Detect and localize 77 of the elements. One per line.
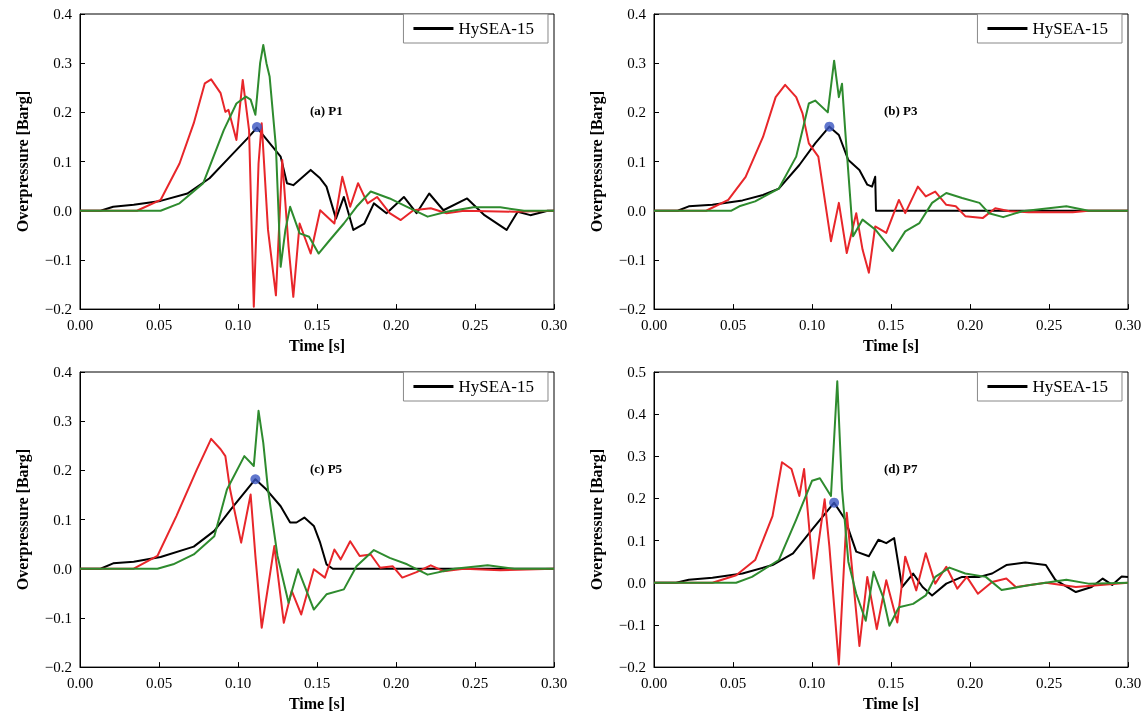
x-tick-label: 0.30 — [1114, 316, 1142, 333]
y-tick-label: −0.1 — [44, 609, 72, 626]
legend-label: HySEA-15 — [1032, 19, 1109, 38]
y-tick-label: 0.1 — [53, 511, 72, 528]
y-tick-label: 0.5 — [627, 364, 646, 380]
y-tick-label: −0.2 — [44, 301, 72, 318]
legend-label: HySEA-15 — [458, 19, 535, 38]
x-tick-label: 0.10 — [798, 316, 826, 333]
y-tick-label: −0.1 — [618, 251, 646, 268]
legend-label: HySEA-15 — [1032, 377, 1109, 396]
y-tick-label: 0.0 — [53, 560, 72, 577]
line-series — [653, 380, 1129, 627]
x-tick-label: 0.20 — [956, 316, 984, 333]
annotation: (b) P3 — [883, 102, 919, 118]
legend-label: HySEA-15 — [458, 377, 535, 396]
line-series — [653, 59, 1129, 253]
y-tick-label: 0.0 — [627, 574, 646, 591]
x-tick-label: 0.25 — [1035, 674, 1063, 691]
y-tick-label: 0.2 — [627, 104, 646, 121]
y-tick-label: −0.2 — [44, 659, 72, 676]
y-tick-label: 0.1 — [627, 153, 646, 170]
y-tick-label: 0.1 — [627, 532, 646, 549]
y-tick-label: 0.4 — [53, 6, 73, 22]
y-tick-label: 0.4 — [627, 406, 647, 423]
x-tick-label: 0.30 — [540, 674, 568, 691]
y-tick-label: −0.1 — [44, 251, 72, 268]
x-tick-label: 0.10 — [224, 674, 252, 691]
x-tick-label: 0.10 — [224, 316, 252, 333]
x-axis-title: Time [s] — [288, 694, 346, 712]
y-axis-title: Overpressure [Barg] — [13, 448, 32, 591]
x-tick-label: 0.00 — [66, 674, 94, 691]
y-tick-label: 0.2 — [53, 462, 72, 479]
x-tick-label: 0.20 — [382, 674, 410, 691]
x-tick-label: 0.00 — [640, 316, 668, 333]
annotation: (a) P1 — [309, 102, 343, 118]
x-tick-label: 0.05 — [719, 316, 747, 333]
y-tick-label: 0.0 — [53, 202, 72, 219]
y-axis-title: Overpressure [Barg] — [13, 90, 32, 233]
y-tick-label: 0.3 — [627, 448, 646, 465]
line-series — [79, 409, 555, 611]
y-tick-label: 0.1 — [53, 153, 72, 170]
x-tick-label: 0.00 — [66, 316, 94, 333]
y-tick-label: −0.1 — [618, 616, 646, 633]
y-tick-label: 0.3 — [53, 413, 72, 430]
line-series — [79, 43, 555, 268]
y-axis-title: Overpressure [Barg] — [587, 448, 606, 591]
y-tick-label: 0.3 — [53, 55, 72, 72]
x-tick-label: 0.25 — [461, 316, 489, 333]
x-tick-label: 0.15 — [877, 316, 905, 333]
x-tick-label: 0.05 — [145, 316, 173, 333]
x-axis-title: Time [s] — [288, 336, 346, 354]
annotation: (d) P7 — [883, 460, 919, 476]
x-tick-label: 0.00 — [640, 674, 668, 691]
y-axis-title: Overpressure [Barg] — [587, 90, 606, 233]
x-tick-label: 0.20 — [956, 674, 984, 691]
x-axis-title: Time [s] — [862, 336, 920, 354]
x-tick-label: 0.05 — [145, 674, 173, 691]
x-tick-label: 0.15 — [303, 316, 331, 333]
x-tick-label: 0.05 — [719, 674, 747, 691]
y-tick-label: 0.2 — [53, 104, 72, 121]
y-tick-label: 0.0 — [627, 202, 646, 219]
x-tick-label: 0.15 — [877, 674, 905, 691]
x-tick-label: 0.30 — [1114, 674, 1142, 691]
x-tick-label: 0.15 — [303, 674, 331, 691]
y-tick-label: 0.4 — [627, 6, 647, 22]
y-tick-label: −0.2 — [618, 659, 646, 676]
y-tick-label: 0.2 — [627, 490, 646, 507]
x-tick-label: 0.25 — [1035, 316, 1063, 333]
x-tick-label: 0.20 — [382, 316, 410, 333]
annotation: (c) P5 — [309, 460, 343, 476]
y-tick-label: 0.3 — [627, 55, 646, 72]
x-tick-label: 0.25 — [461, 674, 489, 691]
y-tick-label: 0.4 — [53, 364, 73, 380]
x-tick-label: 0.10 — [798, 674, 826, 691]
x-tick-label: 0.30 — [540, 316, 568, 333]
x-axis-title: Time [s] — [862, 694, 920, 712]
y-tick-label: −0.2 — [618, 301, 646, 318]
